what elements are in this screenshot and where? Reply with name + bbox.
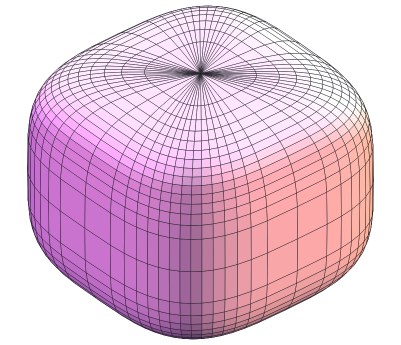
mesh-face bbox=[180, 329, 192, 336]
mesh-face bbox=[192, 14, 200, 22]
mesh-face bbox=[201, 139, 210, 151]
mesh-face bbox=[181, 176, 193, 187]
mesh-face bbox=[158, 267, 170, 302]
mesh-face bbox=[201, 237, 214, 272]
mesh-face bbox=[190, 302, 203, 317]
mesh-face bbox=[180, 203, 192, 215]
mesh-face bbox=[201, 130, 209, 142]
mesh-face bbox=[184, 149, 194, 160]
mesh-face bbox=[201, 212, 214, 226]
mesh-face bbox=[192, 150, 202, 160]
mesh-face bbox=[174, 157, 185, 169]
mesh-face bbox=[273, 63, 294, 69]
mesh-face bbox=[192, 159, 202, 169]
mesh-face bbox=[201, 175, 213, 186]
mesh-face bbox=[170, 192, 182, 204]
mesh-face bbox=[179, 302, 192, 317]
mesh-face bbox=[168, 269, 181, 304]
mesh-face bbox=[169, 313, 181, 324]
mesh-face bbox=[191, 176, 202, 187]
mesh-face bbox=[359, 164, 367, 204]
mesh-face bbox=[191, 329, 203, 336]
mesh-face bbox=[208, 138, 219, 150]
mesh-face bbox=[190, 203, 203, 215]
mesh-face bbox=[237, 227, 252, 265]
mesh-face bbox=[200, 118, 208, 132]
mesh-face bbox=[180, 323, 192, 331]
mesh-face bbox=[181, 185, 193, 196]
mesh-face bbox=[190, 238, 203, 272]
mesh-face bbox=[365, 158, 371, 197]
mesh-face bbox=[193, 140, 202, 151]
mesh-face bbox=[179, 224, 192, 240]
mesh-face bbox=[224, 264, 238, 300]
mesh-face bbox=[190, 213, 203, 226]
mesh-face bbox=[179, 213, 192, 226]
mesh-face bbox=[183, 158, 194, 169]
mesh-face bbox=[201, 301, 214, 316]
mesh-face bbox=[194, 119, 202, 132]
mesh-face bbox=[104, 65, 124, 70]
mesh-face bbox=[190, 271, 203, 304]
mesh-face bbox=[199, 7, 209, 11]
mesh-face bbox=[201, 149, 211, 160]
mesh-face bbox=[161, 181, 173, 194]
mesh-face bbox=[136, 226, 148, 265]
mesh-face bbox=[179, 238, 192, 272]
mesh-face bbox=[173, 166, 184, 177]
mesh-face bbox=[211, 182, 224, 194]
mesh-face bbox=[123, 220, 137, 260]
mesh-face bbox=[121, 69, 146, 73]
mesh-face bbox=[190, 323, 203, 331]
mesh-face bbox=[199, 14, 207, 22]
mesh-face bbox=[185, 140, 195, 151]
mesh-face bbox=[201, 184, 213, 195]
mesh-face bbox=[147, 231, 159, 268]
mesh-face bbox=[182, 167, 193, 178]
mesh-face bbox=[191, 185, 203, 196]
mesh-face bbox=[180, 194, 192, 205]
mesh-face bbox=[179, 315, 192, 325]
mesh-face bbox=[194, 130, 202, 142]
mesh-face bbox=[179, 270, 192, 304]
mesh-face bbox=[136, 259, 148, 296]
mesh-face bbox=[171, 183, 183, 195]
mesh-face bbox=[169, 301, 181, 316]
mesh-face bbox=[201, 158, 212, 169]
mesh-face bbox=[169, 223, 181, 240]
mesh-face bbox=[176, 148, 187, 160]
mesh-face bbox=[201, 313, 214, 325]
mesh-face bbox=[147, 263, 159, 300]
mesh-face bbox=[168, 237, 181, 272]
mesh-face bbox=[212, 235, 226, 271]
mesh-face bbox=[351, 170, 361, 210]
mesh-face bbox=[172, 175, 184, 186]
mesh-face bbox=[201, 223, 214, 240]
mesh-face bbox=[169, 202, 182, 214]
mesh-face bbox=[158, 234, 170, 270]
mesh-face bbox=[201, 166, 212, 178]
mesh-face bbox=[123, 253, 137, 292]
mesh-face bbox=[190, 315, 203, 325]
mesh-face bbox=[201, 193, 213, 205]
mesh-face bbox=[212, 267, 226, 303]
mesh-face bbox=[190, 224, 203, 240]
mesh-face bbox=[224, 231, 238, 269]
mesh-face bbox=[201, 202, 214, 215]
mesh-face bbox=[201, 269, 214, 304]
mesh-face bbox=[237, 259, 252, 297]
mesh-face bbox=[191, 167, 202, 178]
mesh-face bbox=[212, 221, 226, 239]
mesh-face bbox=[199, 10, 208, 16]
mesh-face bbox=[158, 220, 170, 238]
mesh-face bbox=[191, 194, 203, 205]
mesh-face bbox=[169, 212, 181, 226]
